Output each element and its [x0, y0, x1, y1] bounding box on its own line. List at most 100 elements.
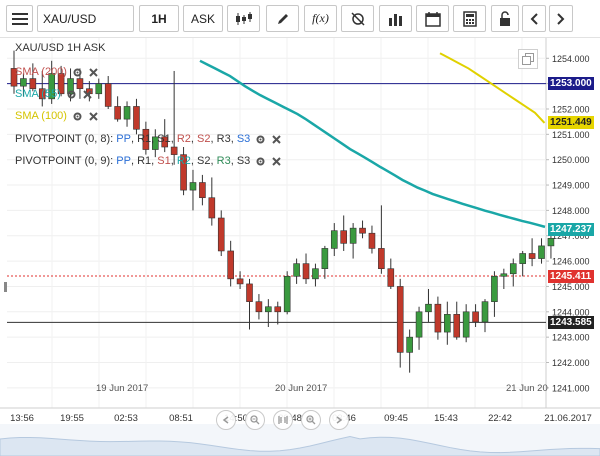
- lock-button[interactable]: [491, 5, 519, 32]
- candle-body: [199, 183, 205, 198]
- y-tick-label: 1246.000: [552, 257, 590, 267]
- candle-body: [124, 106, 130, 119]
- candle-body: [237, 279, 243, 284]
- pivot-level-label: R1: [137, 133, 151, 145]
- candle-body: [444, 314, 450, 332]
- candle-body: [539, 246, 545, 259]
- candle-body: [303, 264, 309, 279]
- candle-body: [491, 276, 497, 301]
- indicator-row[interactable]: SMA (100): [15, 108, 99, 124]
- pivot-level-label: R3: [217, 133, 231, 145]
- settings-button[interactable]: [341, 5, 374, 32]
- close-icon[interactable]: [88, 67, 99, 78]
- zoom-in-button[interactable]: [301, 410, 321, 430]
- price-side-button[interactable]: ASK: [183, 5, 223, 32]
- chevron-left-icon: [530, 13, 538, 25]
- calculator-button[interactable]: [453, 5, 486, 32]
- candle-body: [510, 264, 516, 274]
- pivot-indicator-row[interactable]: PIVOTPOINT (0, 8): PP, R1, S1, R2, S2, R…: [15, 131, 282, 147]
- date-label: 20 Jun 2017: [275, 383, 327, 394]
- candle-body: [407, 337, 413, 352]
- fx-label: f(x): [312, 11, 329, 26]
- expand-chart-button[interactable]: [518, 49, 538, 69]
- candle-body: [105, 84, 111, 107]
- pivot-label: PIVOTPOINT (0, 9):: [15, 155, 116, 167]
- crosshair-settings-icon: [350, 11, 366, 27]
- candle-body: [133, 106, 139, 129]
- zoom-out-button[interactable]: [245, 410, 265, 430]
- candlestick-icon: [235, 12, 253, 26]
- scroll-right-button[interactable]: [549, 5, 573, 32]
- x-tick-label: 15:43: [434, 413, 458, 424]
- x-tick-label: 21.06.2017: [544, 413, 592, 424]
- pan-left-button[interactable]: [216, 410, 236, 430]
- timeframe-button[interactable]: 1H: [139, 5, 179, 32]
- bar-chart-button[interactable]: [379, 5, 412, 32]
- bar-chart-icon: [388, 12, 404, 26]
- candle-body: [294, 264, 300, 277]
- candle-body: [482, 302, 488, 322]
- gear-icon[interactable]: [72, 111, 83, 122]
- date-label: 19 Jun 2017: [96, 383, 148, 394]
- price-tag: 1247.237: [548, 223, 594, 236]
- chart-area[interactable]: 1254.000 1253.000 1252.000 1251.000 1250.000…: [0, 38, 600, 456]
- symbol-label: XAU/USD: [43, 12, 96, 26]
- gear-icon[interactable]: [255, 134, 266, 145]
- candle-body: [416, 312, 422, 337]
- indicators-button[interactable]: f(x): [304, 5, 337, 32]
- pivot-level-label: R2: [177, 133, 191, 145]
- pivot-label: PIVOTPOINT (0, 8):: [15, 133, 116, 145]
- pivot-level-label: R3: [217, 155, 231, 167]
- price-tag: 1251.449: [548, 116, 594, 129]
- pivot-indicator-row[interactable]: PIVOTPOINT (0, 9): PP, R1, S1, R2, S2, R…: [15, 153, 282, 169]
- price-tag: 1253.000: [548, 77, 594, 90]
- candle-body: [218, 218, 224, 251]
- calendar-button[interactable]: [416, 5, 449, 32]
- scroll-left-button[interactable]: [522, 5, 546, 32]
- gear-icon[interactable]: [255, 156, 266, 167]
- candle-body: [520, 253, 526, 263]
- gear-icon[interactable]: [72, 67, 83, 78]
- x-tick-label: 19:55: [60, 413, 84, 424]
- candle-body: [548, 238, 554, 246]
- reset-view-button[interactable]: [273, 410, 293, 430]
- menu-button[interactable]: [6, 5, 33, 32]
- candle-body: [275, 307, 281, 312]
- close-icon[interactable]: [82, 89, 93, 100]
- pan-right-button[interactable]: [329, 410, 349, 430]
- price-tag: 1243.585: [548, 316, 594, 329]
- x-tick-label: 09:45: [384, 413, 408, 424]
- close-icon[interactable]: [271, 134, 282, 145]
- pencil-icon: [276, 12, 290, 26]
- y-tick-label: 1254.000: [552, 54, 590, 64]
- candle-body: [284, 276, 290, 311]
- candle-body: [115, 106, 121, 119]
- y-tick-label: 1242.000: [552, 358, 590, 368]
- chevron-right-icon: [557, 13, 565, 25]
- pivot-level-label: S1: [157, 133, 170, 145]
- indicator-row[interactable]: SMA (55): [15, 86, 93, 102]
- pause-icon: [278, 415, 288, 425]
- pivot-level-label: PP: [116, 133, 131, 145]
- chart-type-button[interactable]: [227, 5, 260, 32]
- triangle-right-icon: [335, 416, 343, 424]
- y-tick-label: 1248.000: [552, 206, 590, 216]
- candle-body: [256, 302, 262, 312]
- price-side-label: ASK: [191, 12, 215, 26]
- hamburger-icon: [12, 12, 28, 26]
- symbol-selector[interactable]: XAU/USD: [37, 5, 134, 32]
- x-tick-label: 08:51: [169, 413, 193, 424]
- pivot-level-label: PP: [116, 155, 131, 167]
- zoom-in-icon: [306, 415, 316, 425]
- indicator-row[interactable]: SMA (200): [15, 64, 99, 80]
- candle-body: [96, 84, 102, 94]
- draw-tool-button[interactable]: [266, 5, 299, 32]
- candle-body: [341, 231, 347, 244]
- indicator-label: SMA (55): [15, 88, 61, 100]
- close-icon[interactable]: [88, 111, 99, 122]
- candle-body: [388, 269, 394, 287]
- date-label: 21 Jun 20: [506, 383, 548, 394]
- gear-icon[interactable]: [66, 89, 77, 100]
- close-icon[interactable]: [271, 156, 282, 167]
- y-tick-label: 1243.000: [552, 333, 590, 343]
